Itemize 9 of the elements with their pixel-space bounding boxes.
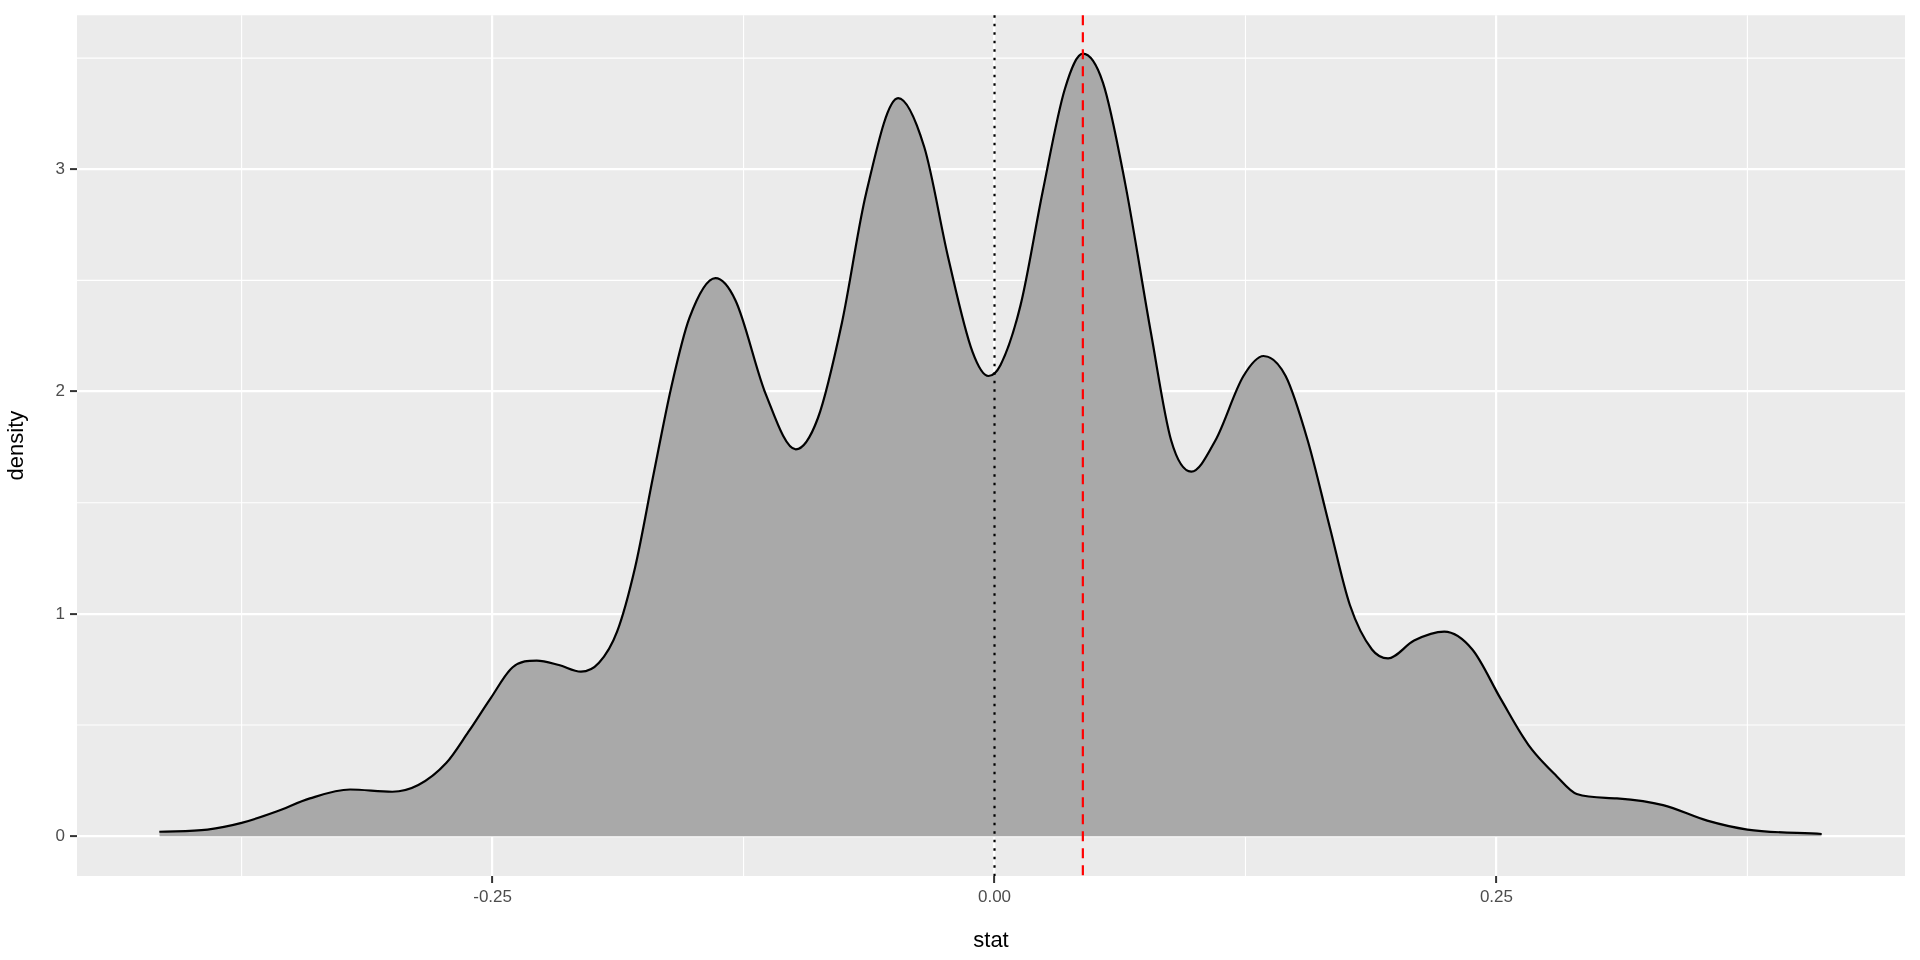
x-tick-label: 0.00 [977, 886, 1012, 906]
x-tick-label: -0.25 [473, 886, 512, 906]
x-tick-label: 0.25 [1479, 886, 1513, 906]
y-tick-label: 3 [55, 158, 65, 178]
y-tick-label: 0 [55, 825, 65, 845]
y-tick-label: 1 [55, 603, 65, 623]
y-axis-title: density [3, 410, 29, 481]
y-tick-label: 2 [55, 381, 65, 401]
x-axis-title: stat [973, 926, 1009, 952]
